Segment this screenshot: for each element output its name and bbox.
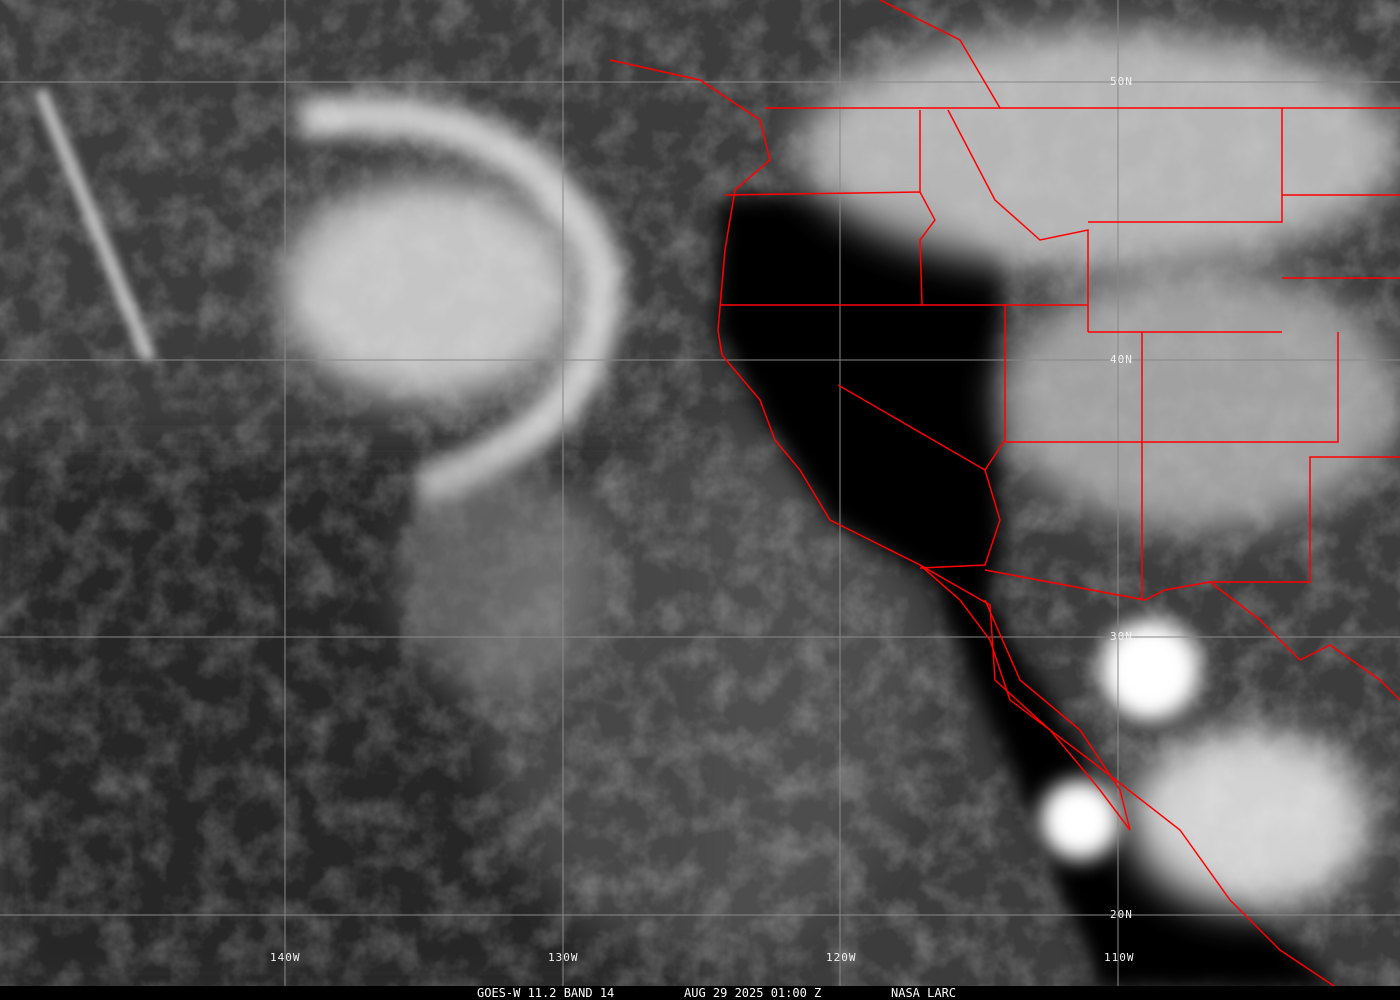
lon-label-120w: 120W <box>826 951 857 964</box>
utah-border <box>1005 304 1339 600</box>
coastline <box>609 59 1341 991</box>
cyclone-band <box>297 95 622 509</box>
mexico-cloud <box>1130 730 1370 910</box>
california-nevada-border <box>837 384 986 471</box>
lat-label-50n: 50N <box>1110 75 1133 88</box>
datetime: AUG 29 2025 01:00 Z <box>684 986 822 1000</box>
caption-bar: GOES-W 11.2 BAND 14 AUG 29 2025 01:00 Z … <box>0 986 1400 1000</box>
convective-cloud <box>1100 620 1200 720</box>
lon-label-130w: 130W <box>548 951 579 964</box>
satellite-band: GOES-W 11.2 BAND 14 <box>477 986 615 1000</box>
source: NASA LARC <box>891 986 957 1000</box>
lat-label-30n: 30N <box>1110 630 1133 643</box>
land-dark <box>715 190 1340 990</box>
idaho-border <box>919 109 1089 332</box>
lat-label-40n: 40N <box>1110 353 1133 366</box>
clouds <box>33 30 1400 910</box>
mexico-interior-border <box>1209 581 1400 701</box>
northern-cloud <box>800 30 1400 270</box>
oregon-border <box>720 191 936 306</box>
canada-border <box>879 0 1400 109</box>
haze-band <box>400 460 600 700</box>
wyoming-border <box>1088 108 1400 333</box>
cloud-streak <box>33 87 157 363</box>
cyclone-cloud <box>280 180 580 400</box>
lon-label-110w: 110W <box>1104 951 1135 964</box>
baja-coast <box>919 564 1131 831</box>
baja-cloud <box>1040 780 1120 860</box>
interior-cloud <box>1000 270 1400 530</box>
grid-labels: 140W 130W 120W 110W 50N 40N 30N 20N <box>270 75 1135 964</box>
lon-label-140w: 140W <box>270 951 301 964</box>
lat-label-20n: 20N <box>1110 908 1133 921</box>
political-borders <box>609 0 1400 991</box>
